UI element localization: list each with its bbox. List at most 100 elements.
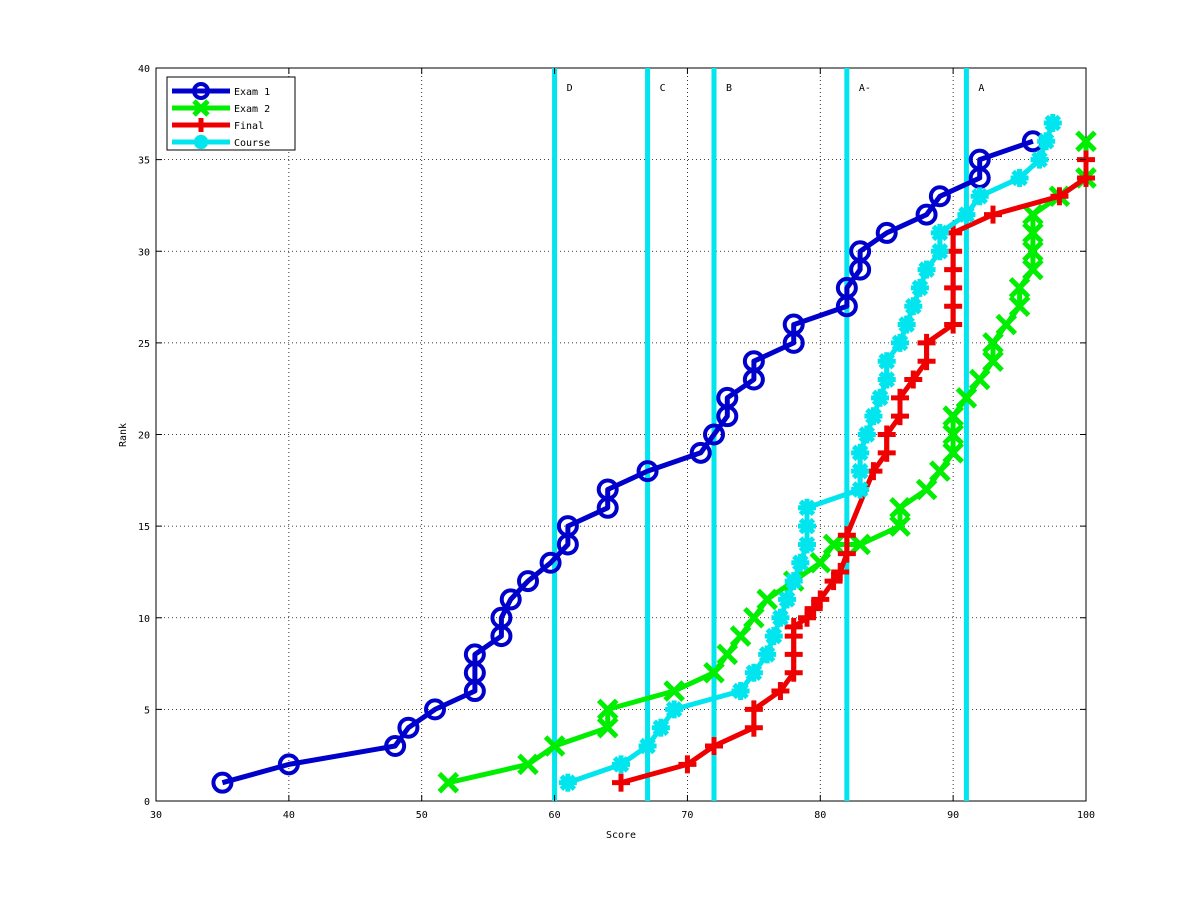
series-marker [942, 442, 964, 464]
series-marker [891, 407, 909, 426]
x-tick-label: 30 [150, 810, 162, 821]
series-marker [194, 118, 208, 132]
series-marker [877, 425, 896, 444]
series-marker [875, 221, 898, 244]
series-marker [851, 462, 870, 481]
series-marker [651, 718, 670, 737]
series-marker [758, 645, 777, 664]
series-marker [930, 242, 949, 261]
series-marker [612, 773, 630, 792]
series-marker [1050, 187, 1069, 206]
series-marker [798, 535, 816, 554]
series-course [558, 113, 1062, 792]
series-marker [729, 625, 752, 647]
series-marker [877, 370, 896, 389]
series-marker [211, 771, 234, 794]
series-marker [955, 387, 978, 409]
series-marker [192, 82, 210, 100]
series-marker [463, 643, 486, 666]
series-marker [904, 297, 923, 316]
series-marker [1022, 258, 1044, 281]
series-marker [930, 223, 949, 242]
legend-entry: Exam 2 [234, 104, 270, 115]
series-marker [703, 423, 725, 446]
series-marker [889, 515, 911, 537]
series-marker [877, 443, 896, 462]
series-marker [915, 478, 938, 501]
legend-entry: Final [234, 121, 264, 132]
series-marker [944, 260, 963, 279]
series-marker [942, 423, 964, 446]
series-marker [798, 517, 816, 536]
series-marker [837, 526, 856, 545]
series-marker [784, 617, 803, 636]
series-marker [771, 608, 790, 627]
series-marker [917, 333, 936, 352]
series-marker [636, 460, 659, 483]
series-marker [871, 388, 890, 407]
series-marker [798, 498, 816, 517]
series-marker [982, 350, 1004, 372]
series-marker [809, 552, 832, 574]
x-tick-label: 60 [549, 810, 561, 821]
series-marker [744, 663, 763, 682]
y-tick-label: 15 [138, 522, 150, 533]
series-marker [891, 388, 909, 407]
series-marker [1010, 168, 1029, 187]
y-tick-label: 20 [138, 431, 150, 442]
series-marker [743, 606, 765, 629]
y-tick-label: 35 [138, 156, 150, 167]
series-marker [703, 661, 725, 684]
series-marker [928, 185, 951, 208]
series-marker [822, 533, 845, 556]
series-marker [944, 278, 963, 297]
y-tick-label: 10 [138, 614, 150, 625]
series-marker [1022, 203, 1044, 226]
series-marker [1008, 277, 1031, 299]
series-marker [798, 608, 816, 627]
series-exam-1 [211, 130, 1044, 794]
series-marker [731, 682, 750, 701]
legend-entry: Exam 1 [234, 87, 270, 98]
series-marker [944, 315, 963, 334]
series-marker [970, 187, 989, 206]
series-marker [917, 260, 936, 279]
series-marker [744, 718, 763, 737]
series-marker [915, 203, 938, 226]
series-marker [891, 333, 909, 352]
series-marker [851, 443, 870, 462]
series-marker [1037, 132, 1056, 151]
series-marker [1008, 295, 1031, 317]
series-marker [716, 386, 739, 409]
cutoff-label: A- [859, 83, 871, 94]
series-marker [517, 753, 539, 776]
y-axis-label: Rank [118, 423, 129, 447]
series-marker [877, 352, 896, 371]
series-marker [424, 698, 446, 721]
series-marker [437, 771, 460, 794]
series-marker [968, 368, 991, 391]
x-axis-label: Score [606, 830, 636, 841]
series-marker [824, 572, 843, 591]
series-marker [791, 553, 810, 572]
series-marker [849, 533, 871, 556]
series-marker [764, 627, 783, 646]
series-marker [835, 276, 858, 299]
cutoff-label: A [978, 83, 984, 94]
series-marker [917, 352, 936, 371]
x-tick-label: 80 [814, 810, 826, 821]
series-marker [897, 315, 916, 334]
series-marker [638, 737, 657, 756]
series-marker [957, 205, 976, 224]
series-marker [995, 313, 1018, 336]
series-marker [596, 478, 619, 501]
series-final [612, 150, 1095, 792]
series-marker [849, 240, 872, 263]
series-marker [612, 755, 630, 774]
x-tick-label: 90 [947, 810, 959, 821]
series-marker [837, 544, 856, 563]
series-marker [543, 735, 566, 757]
series-marker [929, 460, 951, 482]
y-tick-label: 5 [144, 705, 150, 716]
